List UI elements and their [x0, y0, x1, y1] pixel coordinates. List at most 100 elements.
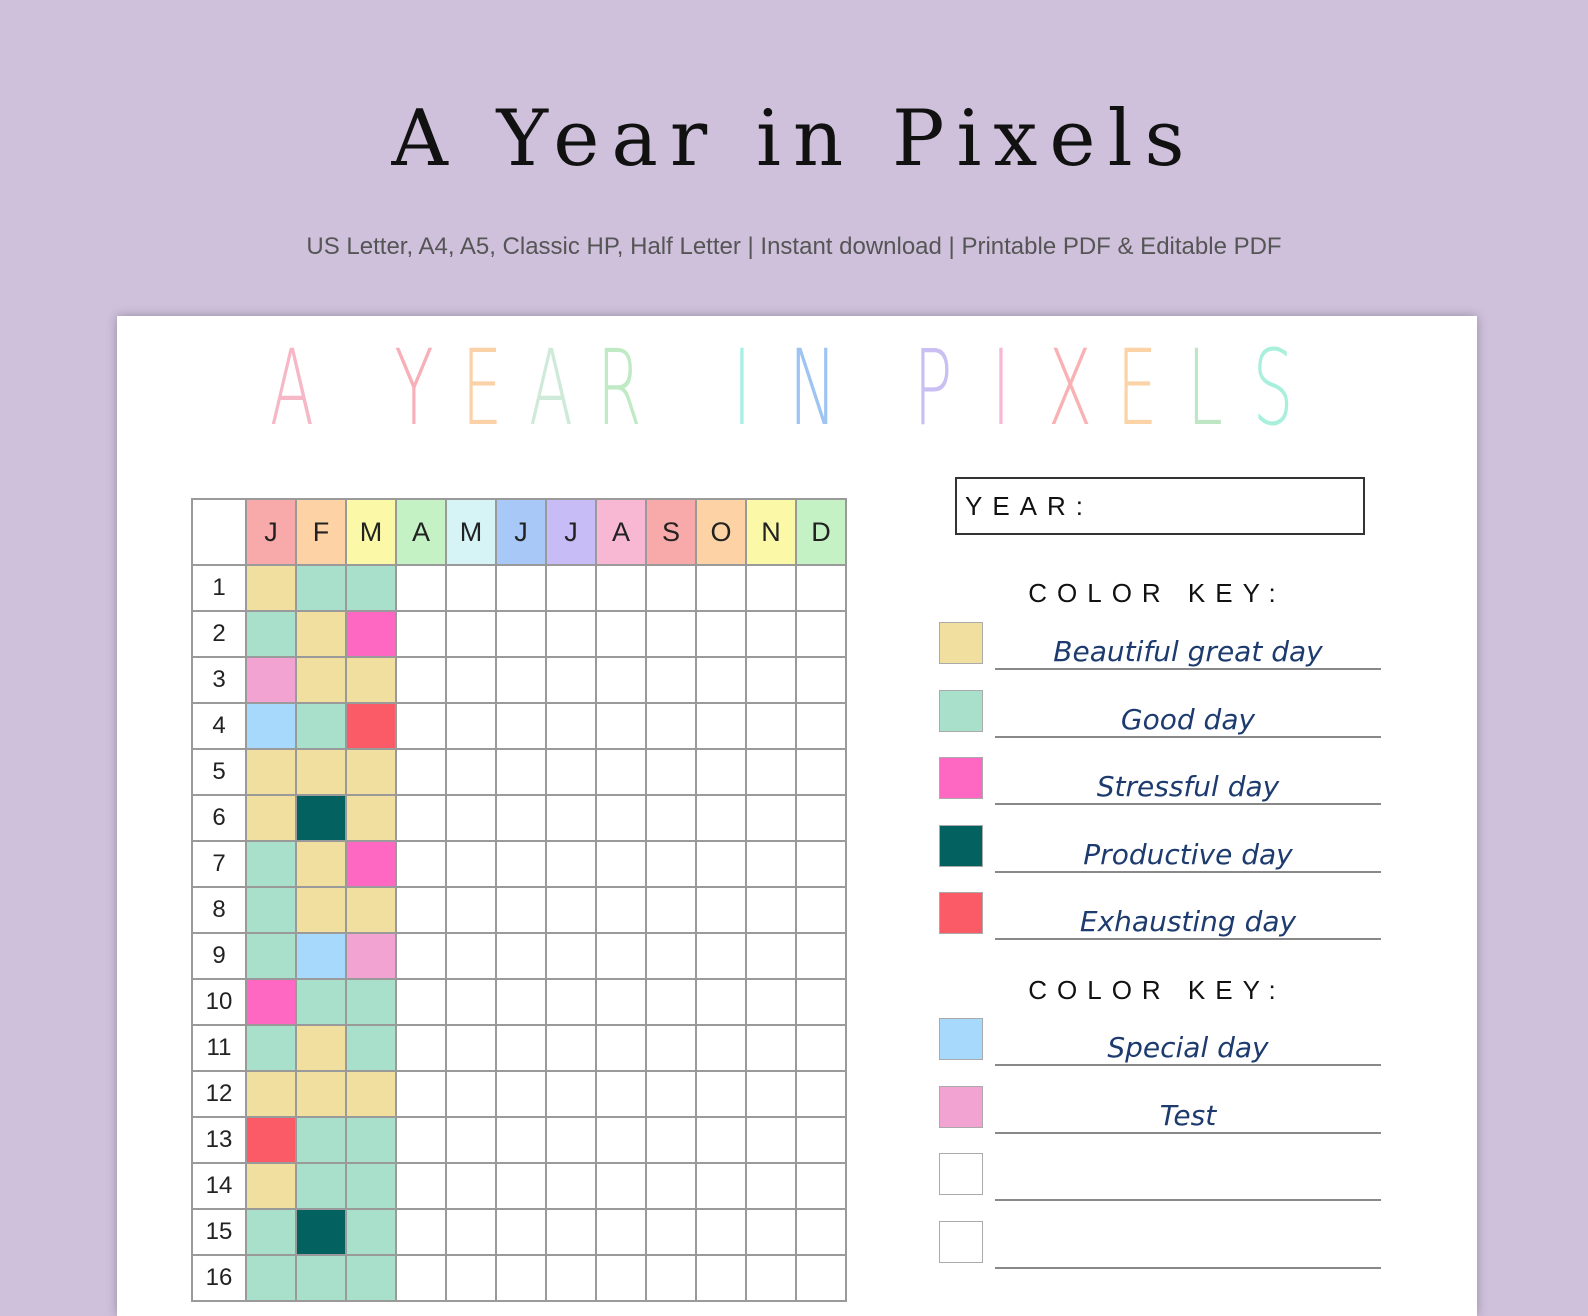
pixel-cell[interactable]	[645, 794, 697, 842]
pixel-cell[interactable]	[295, 1116, 347, 1164]
pixel-cell[interactable]	[445, 794, 497, 842]
pixel-cell[interactable]	[645, 610, 697, 658]
pixel-cell[interactable]	[345, 702, 397, 750]
pixel-cell[interactable]	[445, 1116, 497, 1164]
pixel-cell[interactable]	[745, 978, 797, 1026]
color-swatch[interactable]	[939, 1153, 983, 1195]
pixel-cell[interactable]	[545, 1070, 597, 1118]
pixel-cell[interactable]	[795, 794, 847, 842]
color-key-label[interactable]: Good day	[1120, 702, 1256, 736]
color-swatch[interactable]	[939, 1018, 983, 1060]
pixel-cell[interactable]	[595, 932, 647, 980]
pixel-cell[interactable]	[645, 932, 697, 980]
pixel-cell[interactable]	[545, 1024, 597, 1072]
color-swatch[interactable]	[939, 622, 983, 664]
pixel-cell[interactable]	[595, 1208, 647, 1256]
pixel-cell[interactable]	[695, 978, 747, 1026]
pixel-cell[interactable]	[595, 840, 647, 888]
pixel-cell[interactable]	[545, 656, 597, 704]
pixel-cell[interactable]	[695, 840, 747, 888]
pixel-cell[interactable]	[245, 656, 297, 704]
pixel-cell[interactable]	[745, 748, 797, 796]
pixel-cell[interactable]	[795, 1162, 847, 1210]
pixel-cell[interactable]	[745, 1070, 797, 1118]
pixel-cell[interactable]	[395, 1116, 447, 1164]
pixel-cell[interactable]	[295, 1208, 347, 1256]
color-swatch[interactable]	[939, 892, 983, 934]
pixel-cell[interactable]	[395, 978, 447, 1026]
pixel-cell[interactable]	[445, 656, 497, 704]
pixel-cell[interactable]	[645, 978, 697, 1026]
pixel-cell[interactable]	[595, 1024, 647, 1072]
pixel-cell[interactable]	[745, 1116, 797, 1164]
pixel-cell[interactable]	[795, 564, 847, 612]
color-key-item[interactable]	[939, 1219, 1381, 1269]
color-key-label[interactable]: Beautiful great day	[1053, 635, 1323, 668]
pixel-cell[interactable]	[395, 932, 447, 980]
pixel-cell[interactable]	[795, 1024, 847, 1072]
pixel-cell[interactable]	[395, 1208, 447, 1256]
pixel-cell[interactable]	[245, 564, 297, 612]
pixel-cell[interactable]	[445, 1208, 497, 1256]
pixel-cell[interactable]	[295, 1254, 347, 1302]
pixel-cell[interactable]	[545, 886, 597, 934]
pixel-cell[interactable]	[395, 748, 447, 796]
pixel-cell[interactable]	[495, 656, 547, 704]
pixel-cell[interactable]	[295, 1070, 347, 1118]
pixel-cell[interactable]	[695, 794, 747, 842]
pixel-cell[interactable]	[695, 1208, 747, 1256]
pixel-cell[interactable]	[345, 610, 397, 658]
pixel-cell[interactable]	[695, 1162, 747, 1210]
pixel-cell[interactable]	[545, 1254, 597, 1302]
pixel-cell[interactable]	[345, 656, 397, 704]
pixel-cell[interactable]	[345, 1116, 397, 1164]
pixel-cell[interactable]	[645, 748, 697, 796]
pixel-cell[interactable]	[595, 1070, 647, 1118]
pixel-cell[interactable]	[595, 978, 647, 1026]
pixel-cell[interactable]	[595, 794, 647, 842]
pixel-cell[interactable]	[245, 702, 297, 750]
pixel-cell[interactable]	[345, 978, 397, 1026]
pixel-cell[interactable]	[295, 1162, 347, 1210]
pixel-cell[interactable]	[695, 1024, 747, 1072]
pixel-cell[interactable]	[545, 1116, 597, 1164]
pixel-cell[interactable]	[645, 564, 697, 612]
pixel-cell[interactable]	[745, 564, 797, 612]
pixel-cell[interactable]	[245, 748, 297, 796]
pixel-cell[interactable]	[345, 1070, 397, 1118]
pixel-cell[interactable]	[695, 886, 747, 934]
pixel-cell[interactable]	[345, 1162, 397, 1210]
pixel-cell[interactable]	[345, 1254, 397, 1302]
pixel-cell[interactable]	[545, 564, 597, 612]
pixel-cell[interactable]	[395, 1254, 447, 1302]
pixel-cell[interactable]	[445, 1254, 497, 1302]
pixel-cell[interactable]	[695, 656, 747, 704]
pixel-cell[interactable]	[545, 610, 597, 658]
pixel-cell[interactable]	[745, 1162, 797, 1210]
pixel-cell[interactable]	[745, 610, 797, 658]
pixel-cell[interactable]	[695, 1070, 747, 1118]
pixel-cell[interactable]	[395, 794, 447, 842]
pixel-cell[interactable]	[495, 1024, 547, 1072]
pixel-cell[interactable]	[595, 656, 647, 704]
pixel-cell[interactable]	[745, 702, 797, 750]
color-key-item[interactable]	[939, 1151, 1381, 1201]
pixel-cell[interactable]	[345, 564, 397, 612]
pixel-cell[interactable]	[795, 748, 847, 796]
pixel-cell[interactable]	[445, 702, 497, 750]
pixel-cell[interactable]	[495, 1116, 547, 1164]
pixel-cell[interactable]	[695, 610, 747, 658]
pixel-cell[interactable]	[395, 886, 447, 934]
pixel-cell[interactable]	[695, 564, 747, 612]
pixel-cell[interactable]	[645, 886, 697, 934]
pixel-cell[interactable]	[295, 564, 347, 612]
pixel-cell[interactable]	[245, 1254, 297, 1302]
pixel-cell[interactable]	[295, 794, 347, 842]
pixel-cell[interactable]	[245, 840, 297, 888]
pixel-cell[interactable]	[545, 932, 597, 980]
pixel-cell[interactable]	[495, 840, 547, 888]
pixel-cell[interactable]	[445, 840, 497, 888]
pixel-cell[interactable]	[345, 1024, 397, 1072]
pixel-cell[interactable]	[645, 702, 697, 750]
pixel-cell[interactable]	[395, 1024, 447, 1072]
